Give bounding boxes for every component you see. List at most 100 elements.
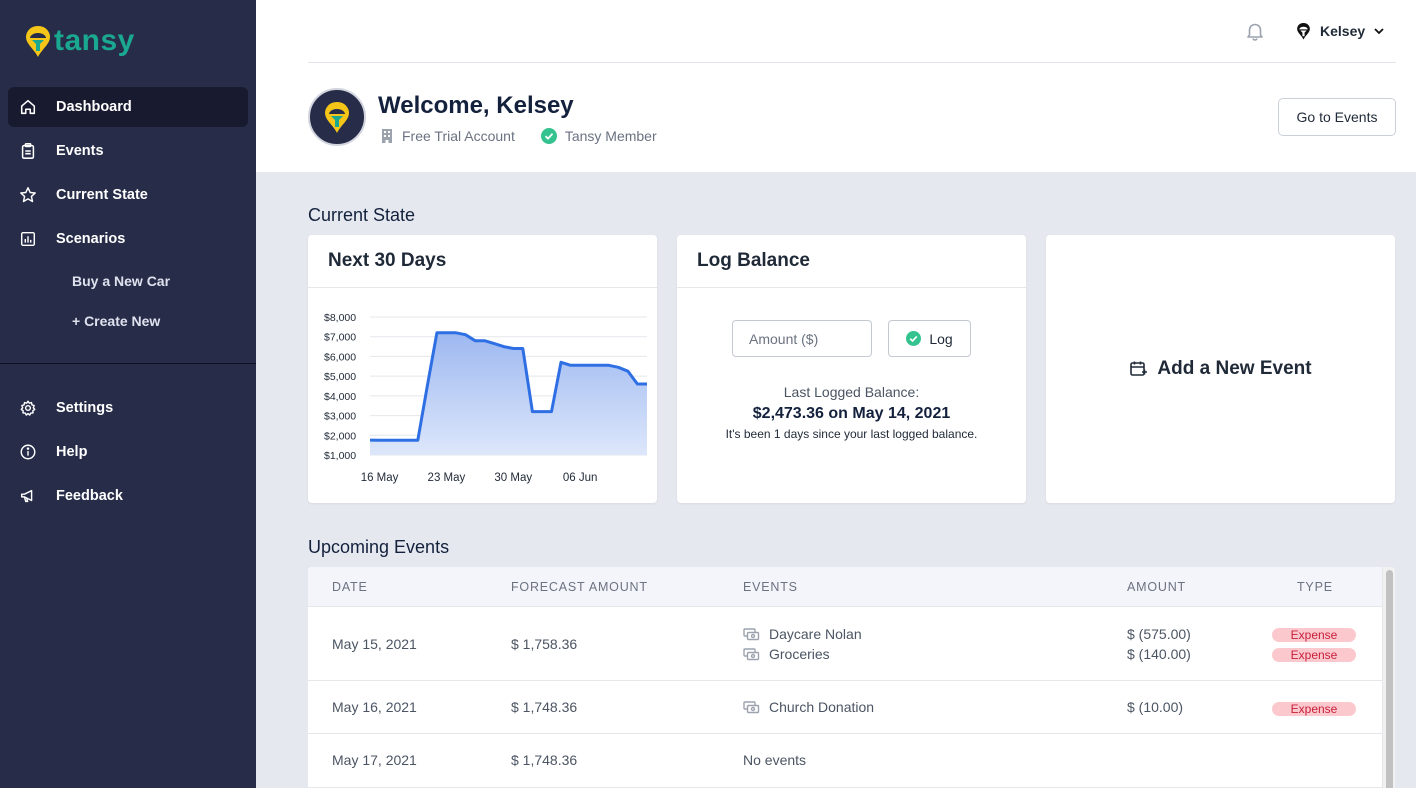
series-area xyxy=(370,332,647,455)
home-icon xyxy=(18,97,38,117)
event-name: Daycare Nolan xyxy=(769,626,862,642)
expense-badge: Expense xyxy=(1272,702,1356,716)
y-tick-label: $4,000 xyxy=(324,391,356,403)
row-amounts: $ (575.00) $ (140.00) xyxy=(1127,624,1191,664)
table-row[interactable]: May 15, 2021 $ 1,758.36 Daycare Nolan Gr… xyxy=(308,608,1382,681)
sidebar-item-label: Events xyxy=(56,143,104,159)
balance-forecast-chart: $1,000 $2,000 $3,000 $4,000 $5,000 $6,000 $7,0… xyxy=(324,312,647,484)
user-menu[interactable]: Kelsey xyxy=(1296,20,1385,42)
last-logged-label: Last Logged Balance: xyxy=(783,384,920,400)
go-to-events-button[interactable]: Go to Events xyxy=(1278,98,1396,136)
scenario-buy-new-car[interactable]: Buy a New Car xyxy=(72,273,171,289)
sidebar-item-current-state[interactable]: Current State xyxy=(8,175,248,215)
section-title-upcoming-events: Upcoming Events xyxy=(308,537,450,557)
sidebar-item-help[interactable]: Help xyxy=(8,432,248,472)
sidebar-item-dashboard[interactable]: Dashboard xyxy=(8,87,248,127)
x-tick-label: 06 Jun xyxy=(563,472,598,484)
star-icon xyxy=(18,185,38,205)
tansy-logo[interactable]: tansy xyxy=(24,24,135,58)
y-tick-label: $2,000 xyxy=(324,430,356,442)
tansy-logo-icon xyxy=(26,26,50,57)
calendar-plus-icon xyxy=(1130,361,1148,376)
check-circle-icon xyxy=(540,128,557,144)
gear-icon xyxy=(18,398,38,418)
days-since-text: It's been 1 days since your last logged … xyxy=(725,427,978,441)
table-row[interactable]: May 17, 2021 $ 1,748.36 No events xyxy=(308,734,1382,788)
column-header-amount[interactable]: AMOUNT xyxy=(1127,580,1186,594)
event-amount: $ (10.00) xyxy=(1127,699,1184,715)
event-name: Groceries xyxy=(769,646,830,662)
sidebar-divider xyxy=(0,363,256,364)
header-divider xyxy=(308,62,1396,63)
row-date: May 15, 2021 xyxy=(332,636,417,652)
scenario-create-new[interactable]: + Create New xyxy=(72,313,161,329)
membership: Tansy Member xyxy=(540,128,657,144)
event-item[interactable]: Daycare Nolan xyxy=(743,624,862,644)
check-circle-icon xyxy=(906,331,922,346)
table-scrollbar[interactable] xyxy=(1382,567,1395,788)
page-header: Kelsey Welcome, Kelsey Free Trial Accoun… xyxy=(256,0,1416,172)
sidebar-item-scenarios[interactable]: Scenarios xyxy=(8,219,248,259)
info-icon xyxy=(18,442,38,462)
account-type: Free Trial Account xyxy=(380,128,515,144)
y-tick-label: $7,000 xyxy=(324,332,356,344)
event-item[interactable]: Church Donation xyxy=(743,697,874,717)
table-row[interactable]: May 16, 2021 $ 1,748.36 Church Donation … xyxy=(308,681,1382,734)
page-title: Welcome, Kelsey xyxy=(378,92,574,119)
amount-input[interactable] xyxy=(732,320,872,357)
card-title: Next 30 Days xyxy=(308,235,657,288)
row-types: Expense xyxy=(1272,700,1356,720)
y-tick-label: $3,000 xyxy=(324,411,356,423)
chart-bar-icon xyxy=(18,229,38,249)
row-amounts: $ (10.00) xyxy=(1127,697,1183,717)
no-events-text: No events xyxy=(743,752,807,768)
logo-text: tansy xyxy=(54,24,135,57)
megaphone-icon xyxy=(18,486,38,506)
x-tick-label: 23 May xyxy=(428,472,466,484)
y-tick-label: $8,000 xyxy=(324,312,356,324)
log-button[interactable]: Log xyxy=(888,320,971,357)
row-forecast: $ 1,748.36 xyxy=(511,699,578,715)
column-header-date[interactable]: DATE xyxy=(332,580,368,594)
x-tick-label: 16 May xyxy=(361,472,399,484)
sidebar-item-label: Current State xyxy=(56,187,148,203)
upcoming-events-table: DATE FORECAST AMOUNT EVENTS AMOUNT TYPE … xyxy=(308,567,1395,788)
sidebar-item-label: Scenarios xyxy=(56,231,126,247)
sidebar-item-label: Help xyxy=(56,444,88,460)
user-pin-icon xyxy=(1297,23,1310,40)
y-tick-label: $5,000 xyxy=(324,371,356,383)
event-amount: $ (575.00) xyxy=(1127,626,1191,642)
money-icon xyxy=(743,647,760,660)
x-tick-label: 30 May xyxy=(494,472,532,484)
section-title-current-state: Current State xyxy=(308,205,416,225)
column-header-type[interactable]: TYPE xyxy=(1297,580,1333,594)
next-30-days-card: Next 30 Days $1,000 $2,000 $3,000 $4,000 $5,… xyxy=(308,235,657,503)
y-tick-label: $6,000 xyxy=(324,351,356,363)
sidebar-item-settings[interactable]: Settings xyxy=(8,388,248,428)
chevron-down-icon xyxy=(1374,28,1384,35)
sidebar-item-feedback[interactable]: Feedback xyxy=(8,476,248,516)
scrollbar-thumb[interactable] xyxy=(1386,570,1393,788)
sidebar-item-label: Settings xyxy=(56,400,114,416)
event-name: Church Donation xyxy=(769,699,875,715)
sidebar-item-events[interactable]: Events xyxy=(8,131,248,171)
account-type-label: Free Trial Account xyxy=(402,128,515,144)
event-item[interactable]: Groceries xyxy=(743,644,862,664)
tansy-avatar-icon xyxy=(325,102,349,133)
log-button-label: Log xyxy=(929,330,953,347)
expense-badge: Expense xyxy=(1272,628,1356,642)
expense-badge: Expense xyxy=(1272,648,1356,662)
add-event-card[interactable]: Add a New Event xyxy=(1046,235,1395,503)
bell-icon[interactable] xyxy=(1244,20,1266,47)
column-header-forecast[interactable]: FORECAST AMOUNT xyxy=(511,580,648,594)
sidebar-item-label: Dashboard xyxy=(56,99,132,115)
column-header-events[interactable]: EVENTS xyxy=(743,580,798,594)
add-new-event-button[interactable]: Add a New Event xyxy=(1046,235,1395,503)
log-balance-card: Log Balance Log Last Logged Balance: $2,… xyxy=(677,235,1026,503)
row-date: May 17, 2021 xyxy=(332,752,417,768)
series-line xyxy=(369,331,647,442)
card-title: Log Balance xyxy=(677,235,1026,288)
row-forecast: $ 1,748.36 xyxy=(511,752,578,768)
row-types: Expense Expense xyxy=(1272,626,1356,666)
avatar xyxy=(308,88,366,146)
